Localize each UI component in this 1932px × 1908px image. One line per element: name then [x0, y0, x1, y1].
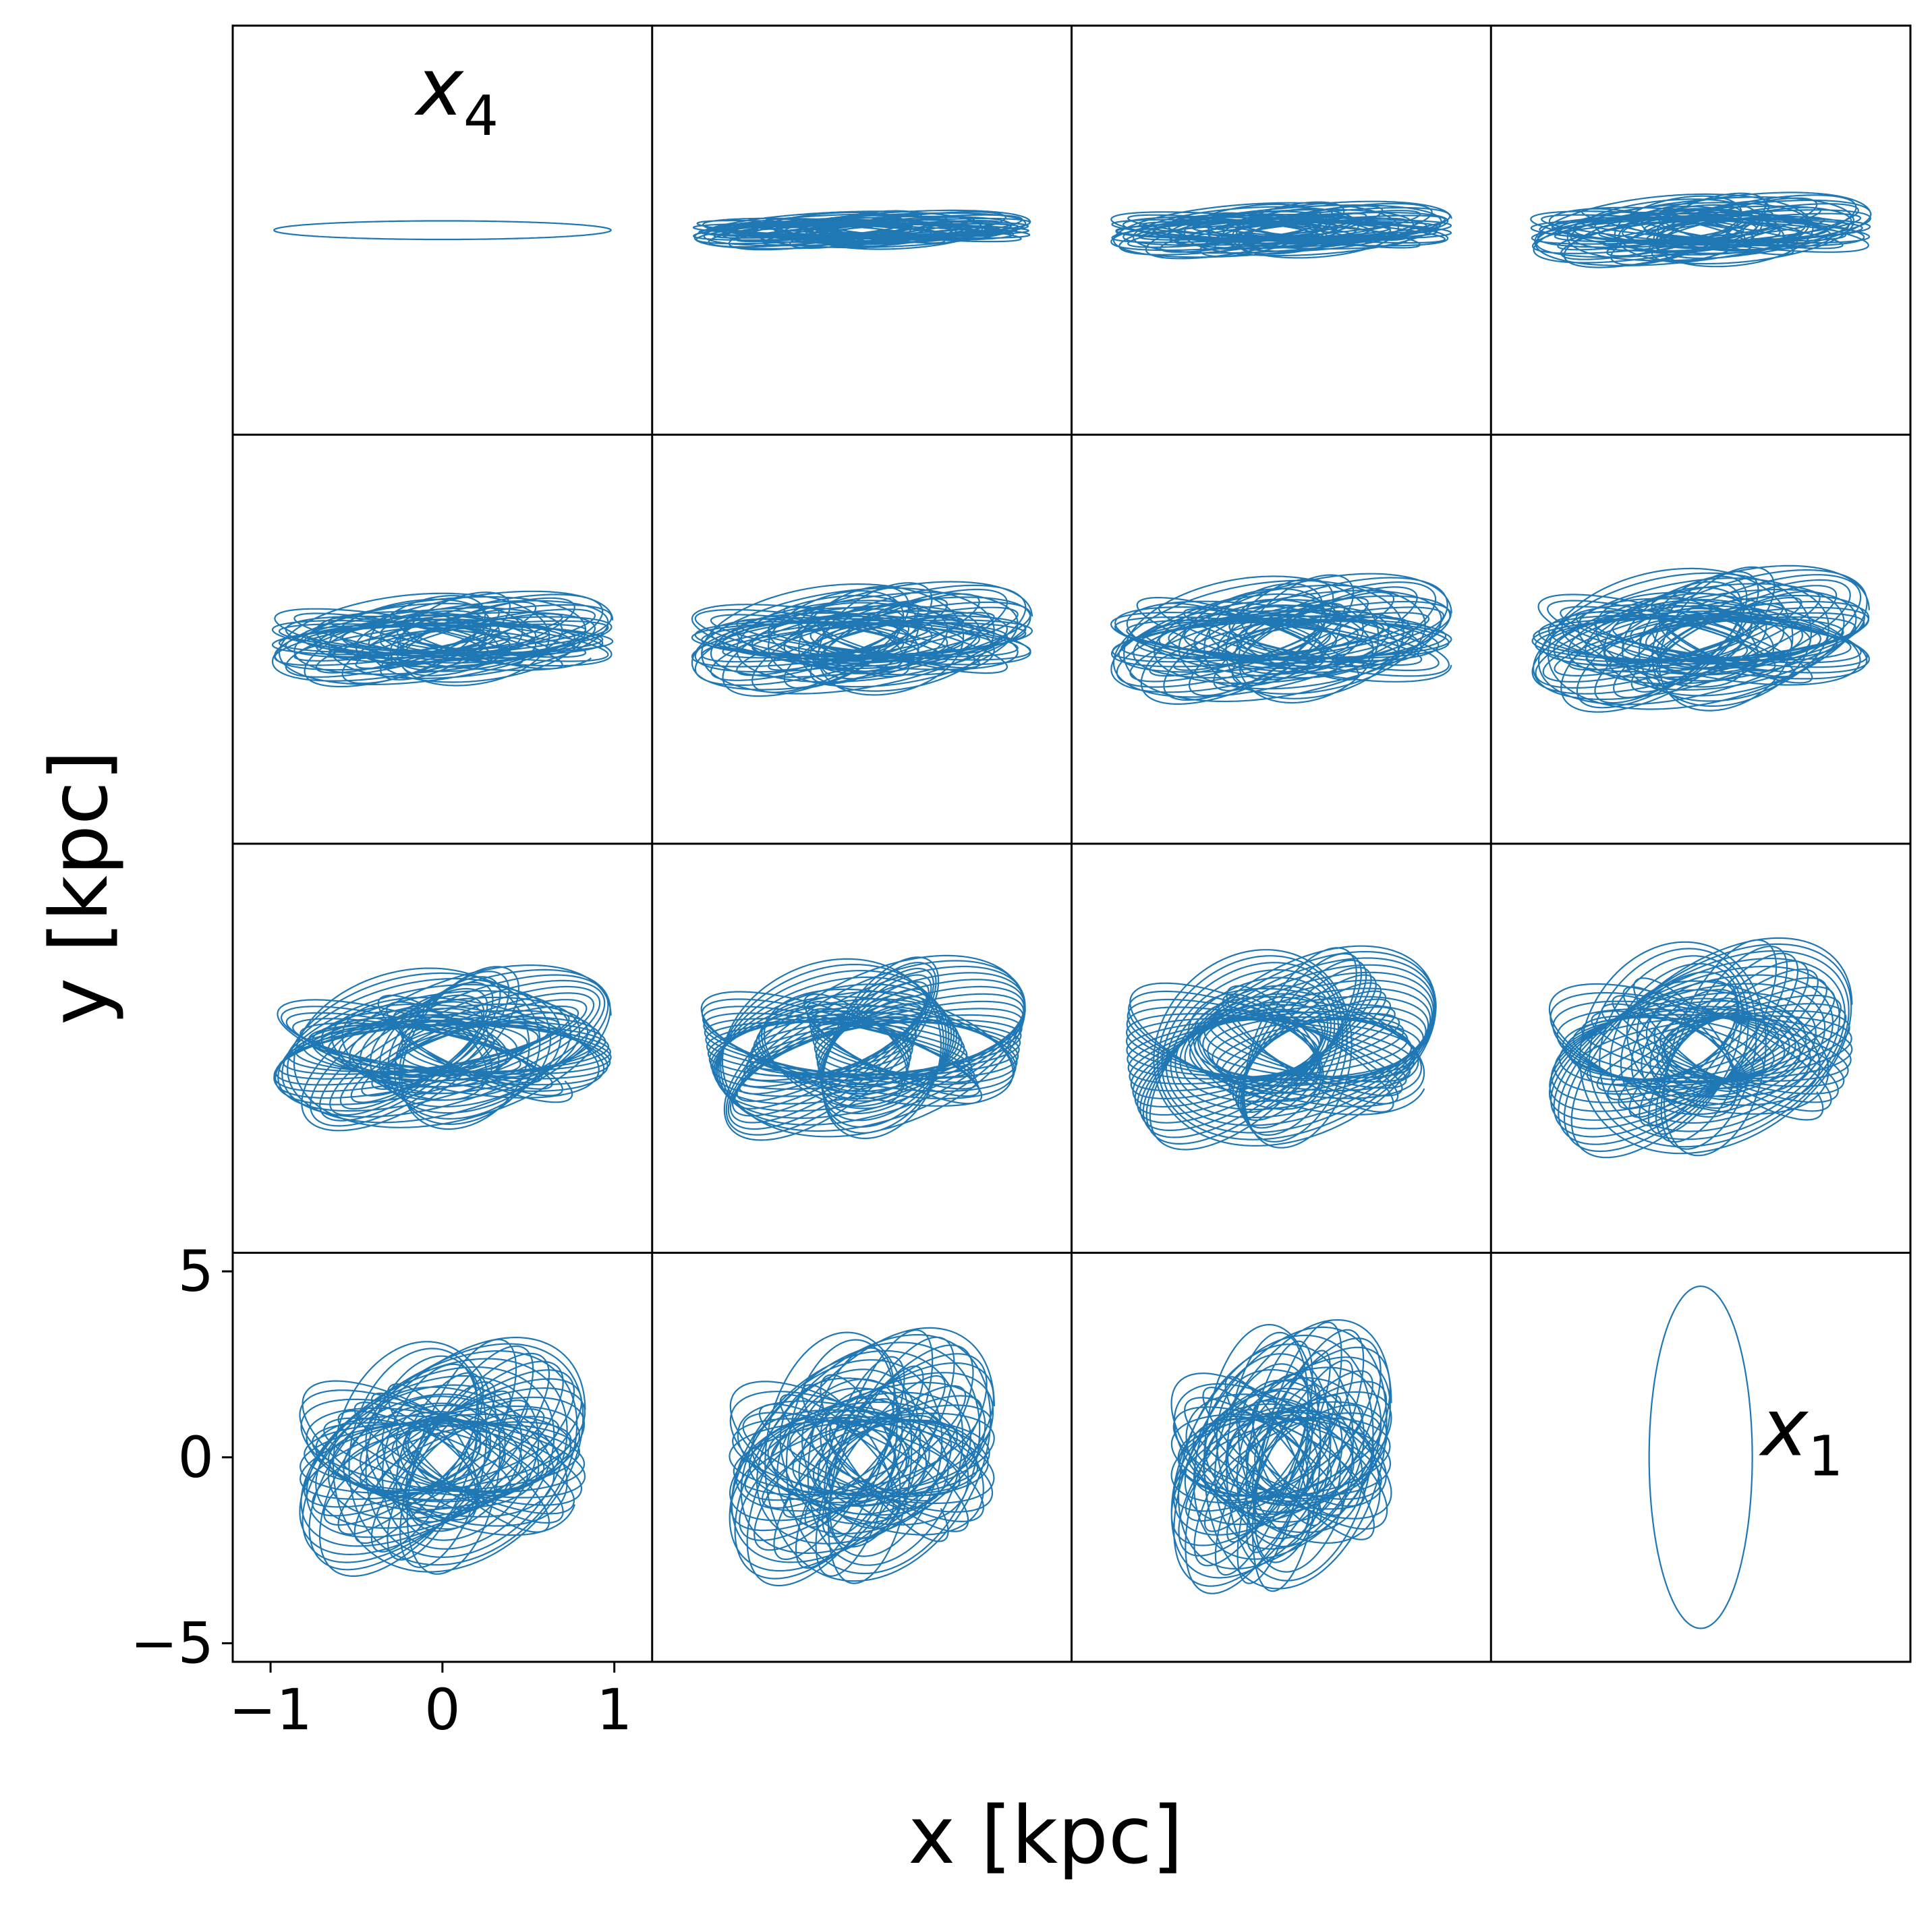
x-tick-label: 1	[596, 1677, 632, 1743]
y-tick-label: 0	[178, 1424, 214, 1491]
orbit-curve	[729, 1327, 995, 1587]
orbit-panel-11	[1125, 945, 1437, 1151]
orbit-panel-1	[273, 220, 612, 241]
orbit-panel-8	[1531, 565, 1870, 713]
y-tick-label: −5	[130, 1610, 214, 1676]
x-tick-label: 0	[424, 1677, 460, 1743]
orbit-curve	[1170, 1319, 1392, 1594]
x-tick-label: −1	[229, 1677, 312, 1743]
orbit-label-x1: x1	[1758, 1381, 1843, 1489]
orbit-panel-14	[729, 1327, 995, 1587]
orbit-curve	[1110, 200, 1452, 260]
axes: −1 0 1 −5 0 5	[130, 1238, 632, 1743]
orbit-curve	[700, 954, 1026, 1141]
orbit-panel-3	[1110, 200, 1452, 260]
orbit-panel-6	[691, 581, 1033, 697]
panel-borders	[231, 24, 1912, 1663]
orbit-panel-9	[273, 964, 612, 1132]
y-axis-label: y [kpc]	[32, 750, 125, 1025]
y-tick-label: 5	[178, 1238, 214, 1304]
orbit-panel-2	[692, 209, 1031, 251]
orbit-curve	[1648, 1285, 1753, 1629]
orbit-panel-10	[700, 954, 1026, 1141]
orbit-panel-5	[271, 590, 614, 688]
orbit-curve	[1548, 937, 1853, 1159]
orbit-panel-15	[1170, 1319, 1392, 1594]
orbit-curve	[299, 1337, 586, 1577]
orbit-curve	[271, 590, 614, 688]
orbit-curve	[1531, 565, 1870, 713]
orbit-panel-16	[1648, 1285, 1753, 1629]
orbit-curve	[1110, 573, 1452, 705]
orbit-curve	[692, 209, 1031, 251]
orbit-curve	[273, 220, 612, 241]
orbit-curve	[1125, 945, 1437, 1151]
panel-grid	[271, 192, 1872, 1629]
orbit-curve	[691, 581, 1033, 697]
orbit-panel-7	[1110, 573, 1452, 705]
orbit-panel-12	[1548, 937, 1853, 1159]
orbit-curve	[1530, 192, 1872, 268]
orbit-panel-13	[299, 1337, 586, 1577]
x-axis-label: x [kpc]	[908, 1789, 1183, 1882]
orbit-curve	[273, 964, 612, 1132]
orbit-panel-4	[1530, 192, 1872, 268]
